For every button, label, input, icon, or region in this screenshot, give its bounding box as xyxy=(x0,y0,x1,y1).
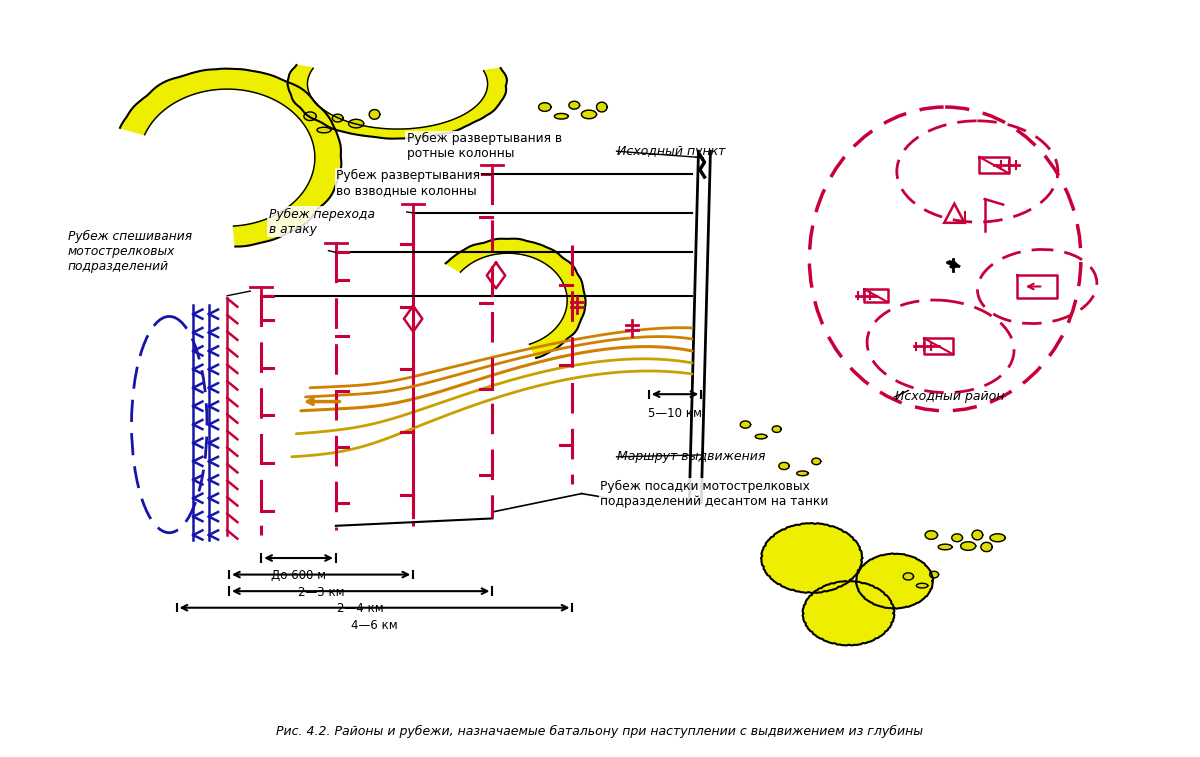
Polygon shape xyxy=(938,544,952,550)
Polygon shape xyxy=(812,458,821,465)
Polygon shape xyxy=(930,572,938,578)
Text: 5—10 км: 5—10 км xyxy=(648,407,702,420)
Polygon shape xyxy=(797,471,809,475)
Polygon shape xyxy=(445,238,586,358)
Text: До 600 м: До 600 м xyxy=(271,569,326,582)
Polygon shape xyxy=(539,103,551,111)
Polygon shape xyxy=(755,435,767,439)
Text: Рубеж посадки мотострелковых
подразделений десантом на танки: Рубеж посадки мотострелковых подразделен… xyxy=(600,480,828,508)
Polygon shape xyxy=(304,112,317,120)
Text: Исходный пункт: Исходный пункт xyxy=(617,145,725,157)
Polygon shape xyxy=(972,530,983,540)
Polygon shape xyxy=(332,114,343,122)
Polygon shape xyxy=(554,114,569,119)
Polygon shape xyxy=(925,531,937,539)
Text: Рубеж развертывания в
ротные колонны: Рубеж развертывания в ротные колонны xyxy=(407,132,562,160)
Text: Рис. 4.2. Районы и рубежи, назначаемые батальону при наступлении с выдвижением и: Рис. 4.2. Районы и рубежи, назначаемые б… xyxy=(276,725,924,738)
Polygon shape xyxy=(582,110,596,119)
Polygon shape xyxy=(761,523,863,593)
Text: Исходный район: Исходный район xyxy=(894,391,1004,403)
Text: Рубеж спешивания
мотострелковых
подразделений: Рубеж спешивания мотострелковых подразде… xyxy=(68,229,192,273)
Polygon shape xyxy=(904,573,913,580)
Text: Рубеж перехода
в атаку: Рубеж перехода в атаку xyxy=(269,207,374,236)
Polygon shape xyxy=(370,110,380,120)
Polygon shape xyxy=(288,65,506,139)
Polygon shape xyxy=(740,421,751,428)
Polygon shape xyxy=(917,584,928,588)
Polygon shape xyxy=(317,127,331,132)
Text: Маршрут выдвижения: Маршрут выдвижения xyxy=(617,450,764,463)
Text: Рубеж развертывания
во взводные колонны: Рубеж развертывания во взводные колонны xyxy=(336,169,480,198)
Polygon shape xyxy=(773,426,781,432)
Text: 2—3 км: 2—3 км xyxy=(298,586,344,599)
Polygon shape xyxy=(779,463,790,469)
Polygon shape xyxy=(569,101,580,109)
Polygon shape xyxy=(990,534,1006,542)
Polygon shape xyxy=(803,581,894,646)
Polygon shape xyxy=(120,69,341,247)
Text: 2—4 км: 2—4 км xyxy=(337,603,384,615)
Polygon shape xyxy=(856,553,934,609)
Polygon shape xyxy=(952,534,962,542)
Polygon shape xyxy=(980,542,992,552)
Polygon shape xyxy=(349,120,364,128)
Text: 4—6 км: 4—6 км xyxy=(352,618,398,632)
Polygon shape xyxy=(596,102,607,112)
Polygon shape xyxy=(961,542,976,550)
